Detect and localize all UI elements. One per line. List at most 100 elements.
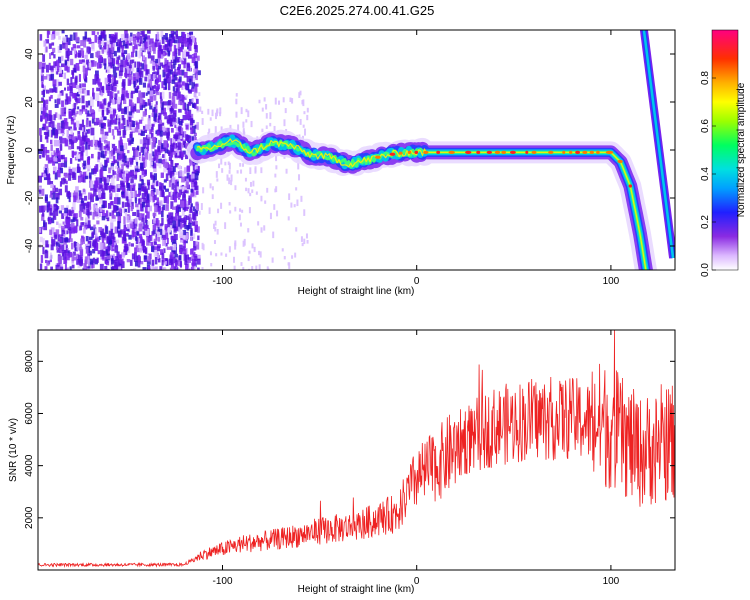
noise-point <box>50 144 53 152</box>
noise-point <box>201 118 204 125</box>
noise-point <box>47 113 51 121</box>
noise-point <box>161 229 166 235</box>
noise-point <box>242 128 245 133</box>
noise-point <box>89 125 93 129</box>
noise-point <box>179 169 183 177</box>
noise-point <box>163 185 166 189</box>
noise-point <box>220 202 223 209</box>
noise-point <box>87 144 91 150</box>
noise-point <box>155 58 159 64</box>
noise-point <box>191 189 195 197</box>
noise-point <box>73 256 78 261</box>
noise-point <box>78 74 82 82</box>
noise-point <box>99 82 102 88</box>
noise-point <box>187 101 192 106</box>
noise-point <box>303 111 306 115</box>
noise-point <box>245 108 248 113</box>
noise-point <box>253 246 256 253</box>
noise-point <box>112 110 116 118</box>
noise-point <box>290 202 293 208</box>
snr-y-tick-label: 4000 <box>24 454 35 477</box>
noise-point <box>242 266 245 270</box>
noise-point <box>183 167 187 174</box>
noise-point <box>121 53 124 58</box>
noise-point <box>127 149 130 154</box>
noise-point <box>57 122 61 131</box>
noise-point <box>108 101 111 106</box>
noise-point <box>121 201 125 208</box>
noise-point <box>244 177 247 182</box>
noise-point <box>186 268 191 270</box>
noise-point <box>186 201 190 208</box>
noise-point <box>153 267 158 270</box>
noise-point <box>189 158 192 167</box>
noise-point <box>141 174 144 179</box>
noise-point <box>100 150 105 158</box>
noise-point <box>141 31 145 37</box>
noise-point <box>161 206 164 212</box>
noise-point <box>114 193 119 201</box>
noise-point <box>68 195 71 203</box>
noise-point <box>175 191 179 198</box>
noise-point <box>137 254 141 263</box>
noise-point <box>88 206 92 211</box>
spectrogram-x-tick-label: 100 <box>603 276 620 287</box>
noise-point <box>77 163 80 169</box>
noise-point <box>90 195 94 203</box>
noise-point <box>47 76 50 80</box>
noise-point <box>103 45 107 50</box>
noise-point <box>166 200 169 205</box>
noise-point <box>53 54 56 59</box>
noise-point <box>125 196 129 201</box>
noise-point <box>57 170 61 178</box>
noise-point <box>182 114 187 121</box>
noise-point <box>161 259 164 266</box>
noise-point <box>102 123 106 127</box>
noise-point <box>104 131 109 136</box>
noise-point <box>136 33 141 38</box>
noise-point <box>55 264 60 270</box>
noise-point <box>194 96 198 100</box>
noise-point <box>159 266 163 270</box>
noise-point <box>112 135 115 140</box>
noise-point <box>139 52 143 57</box>
noise-point <box>106 235 111 244</box>
noise-point <box>71 242 74 250</box>
noise-point <box>92 257 96 264</box>
noise-point <box>110 43 113 50</box>
colorbar-tick-label: 0.6 <box>700 119 711 133</box>
noise-point <box>185 215 190 221</box>
noise-point <box>93 189 97 197</box>
noise-point <box>137 129 141 133</box>
noise-point <box>93 136 96 144</box>
noise-point <box>114 255 118 262</box>
noise-point <box>191 255 196 262</box>
noise-point <box>164 196 167 201</box>
noise-point <box>130 90 135 94</box>
noise-point <box>189 118 194 126</box>
noise-point <box>146 211 150 219</box>
noise-point <box>228 177 231 185</box>
noise-point <box>169 70 173 75</box>
noise-point <box>153 85 157 89</box>
noise-point <box>182 246 186 251</box>
noise-point <box>112 204 117 213</box>
noise-point <box>108 127 112 133</box>
noise-point <box>140 203 143 209</box>
noise-point <box>119 64 124 73</box>
noise-point <box>54 133 59 139</box>
noise-point <box>41 214 45 221</box>
noise-point <box>191 125 196 134</box>
noise-point <box>54 124 58 133</box>
noise-point <box>83 39 87 48</box>
noise-point <box>99 242 104 250</box>
noise-point <box>131 51 135 58</box>
noise-point <box>168 212 171 218</box>
noise-point <box>86 204 90 209</box>
noise-point <box>114 80 119 84</box>
noise-point <box>157 258 161 263</box>
noise-point <box>43 112 48 118</box>
noise-point <box>39 227 42 233</box>
noise-point <box>176 186 180 191</box>
noise-point <box>266 187 269 193</box>
